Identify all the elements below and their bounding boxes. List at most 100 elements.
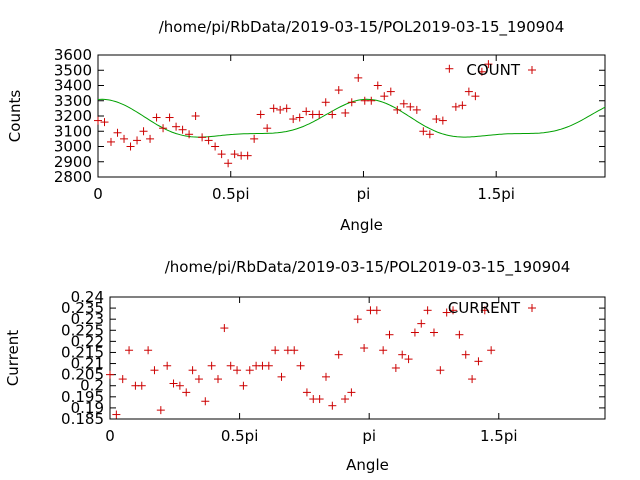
data-point [243,151,252,160]
chart-2: /home/pi/RbData/2019-03-15/POL2019-03-15… [4,258,606,474]
chart-1: /home/pi/RbData/2019-03-15/POL2019-03-15… [6,18,606,234]
data-point [264,361,273,370]
data-point [106,370,114,379]
y-tick-label: 0.195 [61,388,104,406]
data-point [442,308,451,317]
data-point [334,350,343,359]
y-tick-label: 3400 [54,77,92,95]
data-point [182,388,191,397]
data-point [224,159,233,168]
data-point [220,324,229,333]
data-point [239,381,248,390]
y-axis-label: Counts [6,90,24,143]
x-tick-label: 0 [105,427,115,445]
data-point [137,381,146,390]
data-point [386,87,395,96]
data-point [328,110,337,119]
x-tick-label: 0 [93,185,103,203]
data-point [445,64,454,73]
data-point [432,115,441,124]
data-point [188,366,197,375]
data-point [417,319,426,328]
x-tick-label: pi [357,185,371,203]
data-point [100,118,109,127]
data-point [436,366,445,375]
data-point [150,366,159,375]
data-point [112,410,121,419]
y-tick-label: 0.24 [71,288,104,306]
data-point [373,81,382,90]
y-tick-label: 0.215 [61,343,104,361]
data-point [201,397,210,406]
data-point [328,401,337,410]
data-point [125,346,134,355]
data-point [379,346,388,355]
legend-label: COUNT [466,61,520,79]
data-point [204,136,213,145]
data-point [172,122,181,131]
data-point [487,346,496,355]
plot-frame [97,54,606,178]
y-tick-label: 0.2 [80,377,104,395]
data-point [295,113,304,122]
y-tick-label: 0.19 [71,399,104,417]
data-point [211,142,220,151]
data-point [391,363,400,372]
data-point [290,346,299,355]
data-point [367,96,376,105]
data-point [425,130,434,139]
y-tick-label: 0.185 [61,410,104,428]
data-point [412,105,421,114]
data-point [464,87,473,96]
data-point [347,388,356,397]
data-point [213,375,222,384]
data-point [277,372,286,381]
data-point [380,92,389,101]
data-point [282,104,291,113]
data-point [455,330,464,339]
data-point [480,306,489,315]
y-tick-label: 0.23 [71,310,104,328]
data-point [107,137,116,146]
y-tick-label: 0.21 [71,355,104,373]
data-point [217,150,226,159]
data-point [302,388,311,397]
legend-marker [528,304,536,312]
data-point [233,366,242,375]
data-point [296,361,305,370]
data-point [438,116,447,125]
data-point [385,330,394,339]
data-point [321,372,330,381]
y-axis-label: Current [4,330,22,386]
data-point [302,107,311,116]
data-point [175,381,184,390]
data-point [276,105,285,114]
data-point [429,328,438,337]
data-point [163,361,172,370]
data-point [94,116,102,125]
x-axis-label: Angle [340,216,383,234]
data-point [354,73,363,82]
data-point [191,112,200,120]
data-point [341,108,350,117]
data-point [398,350,407,359]
y-tick-label: 3500 [54,61,92,79]
data-point [256,110,265,119]
data-point [406,102,415,111]
data-point [271,346,280,355]
data-point [245,366,254,375]
data-point [144,346,153,355]
data-point [263,124,272,133]
y-tick-label: 3000 [54,138,92,156]
data-point [250,134,259,143]
data-point [315,110,324,119]
data-point [321,98,330,107]
data-point [226,361,235,370]
data-point [269,104,278,113]
data-point [334,86,343,95]
data-point [118,375,127,384]
y-tick-label: 0.235 [61,299,104,317]
data-point [194,375,203,384]
data-point [156,406,165,415]
data-point [113,128,122,137]
